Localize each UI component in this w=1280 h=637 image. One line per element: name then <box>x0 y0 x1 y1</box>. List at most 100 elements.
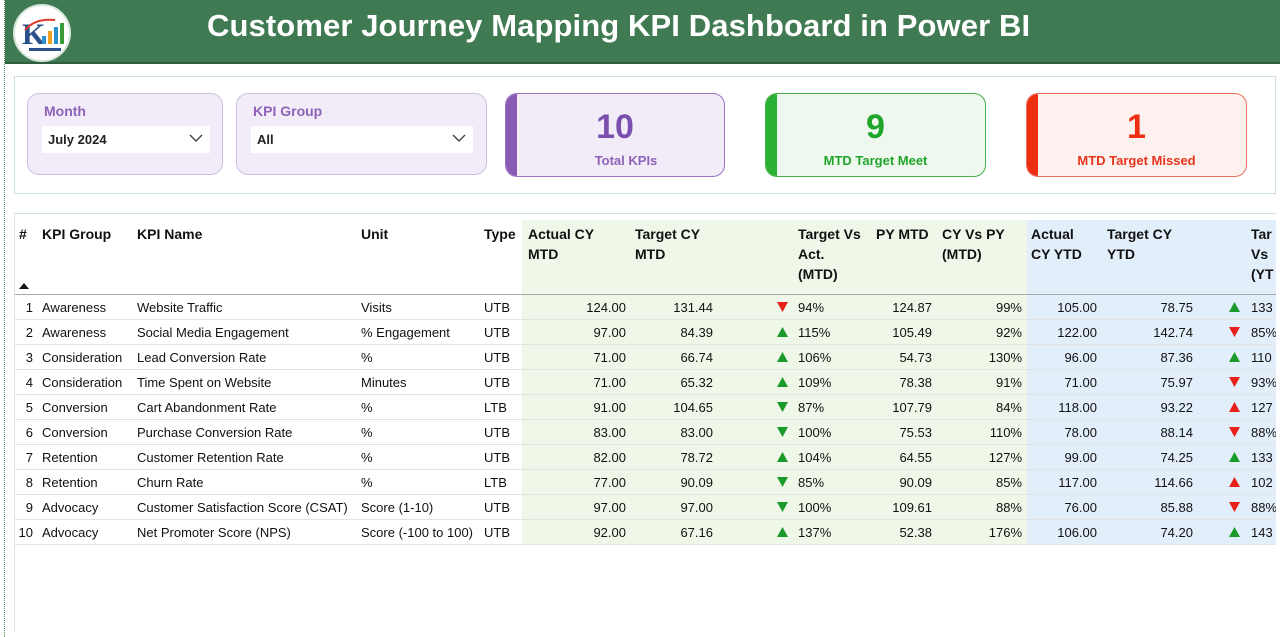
col-header-actual-cy-mtd[interactable]: Actual CY MTD <box>528 224 594 264</box>
col-header-type[interactable]: Type <box>484 226 516 242</box>
cell-kpi-name: Social Media Engagement <box>137 325 289 340</box>
cell-kpi-name: Lead Conversion Rate <box>137 350 267 365</box>
cell-target-vs-act-mtd: 137% <box>798 525 832 540</box>
cell-target-vs-act-mtd: 100% <box>798 500 832 515</box>
header-bar: K Customer Journey Mapping KPI Dashboard… <box>5 0 1280 64</box>
table-row[interactable]: 7 Retention Customer Retention Rate% UTB 82.… <box>15 445 1276 470</box>
month-slicer[interactable]: Month July 2024 <box>27 93 223 175</box>
header-line: Target CY <box>1107 226 1173 242</box>
header-line: CY YTD <box>1031 246 1082 262</box>
table-row[interactable]: 10 Advocacy Net Promoter Score (NPS) Score … <box>15 520 1276 545</box>
cell-actual-cy-mtd: 77.00 <box>593 475 626 490</box>
month-slicer-label: Month <box>44 103 86 119</box>
cell-type: UTB <box>484 500 510 515</box>
cell-cy-vs-py-mtd: 91% <box>995 375 1022 390</box>
month-dropdown[interactable]: July 2024 <box>42 126 210 153</box>
cell-unit: Visits <box>361 300 392 315</box>
cell-target-vs-act-mtd: 100% <box>798 425 832 440</box>
cell-type: UTB <box>484 375 510 390</box>
cell-kpi-name: Time Spent on Website <box>137 375 272 390</box>
cell-target-cy-ytd: 74.20 <box>1160 525 1193 540</box>
chevron-down-icon[interactable] <box>451 129 467 147</box>
cell-target-vs-act-mtd: 104% <box>798 450 832 465</box>
col-header-target-vs-act-ytd[interactable]: Tar Vs (YT <box>1251 224 1274 284</box>
total-kpis-card: 10 Total KPIs <box>505 93 725 177</box>
header-line: Target Vs <box>798 226 861 242</box>
cell-target-vs-act-mtd: 109% <box>798 375 832 390</box>
cell-kpi-name: Customer Satisfaction Score (CSAT) <box>137 500 348 515</box>
triangle-up-icon <box>777 452 788 462</box>
logo: K <box>13 4 71 62</box>
col-header-target-vs-act-mtd[interactable]: Target Vs Act. (MTD) <box>798 224 861 284</box>
col-header-target-cy-mtd[interactable]: Target CY MTD <box>635 224 700 264</box>
cell-type: LTB <box>484 400 507 415</box>
triangle-up-icon <box>777 377 788 387</box>
cell-actual-cy-ytd: 117.00 <box>1058 475 1097 490</box>
cell-target-cy-mtd: 83.00 <box>680 425 713 440</box>
col-header-cy-vs-py-mtd[interactable]: CY Vs PY (MTD) <box>942 224 1005 264</box>
table-row[interactable]: 9 Advocacy Customer Satisfaction Score (CS… <box>15 495 1276 520</box>
cell-actual-cy-mtd: 97.00 <box>593 500 626 515</box>
cell-unit: % <box>361 425 373 440</box>
cell-target-cy-mtd: 90.09 <box>680 475 713 490</box>
cell-target-vs-act-mtd: 85% <box>798 475 825 490</box>
kpi-table: # KPI Group KPI Name Unit Type Actual CY… <box>14 213 1276 633</box>
triangle-up-icon <box>1229 527 1240 537</box>
cell-type: UTB <box>484 450 510 465</box>
table-row[interactable]: 2 Awareness Social Media Engagement % Engag… <box>15 320 1276 345</box>
header-line: Vs <box>1251 246 1269 262</box>
card-accent <box>1027 94 1038 176</box>
sort-ascending-icon[interactable] <box>19 282 29 289</box>
cell-num: 7 <box>25 450 33 465</box>
cell-target-cy-mtd: 66.74 <box>680 350 713 365</box>
col-header-num[interactable]: # <box>19 226 27 242</box>
header-line: Actual <box>1031 226 1074 242</box>
col-header-kpi-group[interactable]: KPI Group <box>42 226 112 242</box>
cell-num: 5 <box>25 400 33 415</box>
mtd-target-meet-card: 9 MTD Target Meet <box>765 93 986 177</box>
cell-target-vs-act-ytd: 88% <box>1251 500 1276 515</box>
cell-target-vs-act-mtd: 106% <box>798 350 832 365</box>
mtd-target-missed-card: 1 MTD Target Missed <box>1026 93 1247 177</box>
col-header-py-mtd[interactable]: PY MTD <box>876 226 929 242</box>
page-frame <box>4 0 1280 637</box>
triangle-down-icon <box>1229 327 1240 337</box>
chevron-down-icon[interactable] <box>188 129 204 147</box>
cell-cy-vs-py-mtd: 130% <box>988 350 1022 365</box>
triangle-down-icon <box>1229 377 1240 387</box>
cell-py-mtd: 105.49 <box>892 325 932 340</box>
col-header-target-cy-ytd[interactable]: Target CY YTD <box>1107 224 1172 264</box>
cell-cy-vs-py-mtd: 85% <box>995 475 1022 490</box>
cell-type: UTB <box>484 325 510 340</box>
cell-py-mtd: 90.09 <box>899 475 932 490</box>
total-kpis-label: Total KPIs <box>594 153 658 168</box>
triangle-up-icon <box>1229 452 1240 462</box>
kpi-group-slicer[interactable]: KPI Group All <box>236 93 487 175</box>
cell-actual-cy-mtd: 97.00 <box>593 325 626 340</box>
cell-target-vs-act-ytd: 133 <box>1251 450 1273 465</box>
table-row[interactable]: 5 Conversion Cart Abandonment Rate% LTB 91.0… <box>15 395 1276 420</box>
cell-cy-vs-py-mtd: 84% <box>995 400 1022 415</box>
cell-target-cy-ytd: 85.88 <box>1160 500 1193 515</box>
cell-target-vs-act-ytd: 93% <box>1251 375 1276 390</box>
col-header-unit[interactable]: Unit <box>361 226 389 242</box>
cell-target-vs-act-ytd: 102 <box>1251 475 1273 490</box>
cell-target-cy-ytd: 78.75 <box>1160 300 1193 315</box>
triangle-up-icon <box>1229 302 1240 312</box>
triangle-down-icon <box>777 402 788 412</box>
cell-num: 1 <box>25 300 33 315</box>
table-row[interactable]: 1 Awareness Website Traffic Visits UTB 124.00… <box>15 295 1276 320</box>
table-row[interactable]: 3 Consideration Lead Conversion Rate% UTB 71… <box>15 345 1276 370</box>
cell-actual-cy-mtd: 71.00 <box>593 375 626 390</box>
table-row[interactable]: 8 Retention Churn Rate% LTB 77.00 90.09 85% 90.… <box>15 470 1276 495</box>
kpi-group-dropdown[interactable]: All <box>251 126 473 153</box>
header-line: Actual CY <box>528 226 595 242</box>
kpi-group-value: All <box>257 132 274 147</box>
col-header-actual-cy-ytd[interactable]: Actual CY YTD <box>1031 224 1082 264</box>
cell-target-cy-ytd: 93.22 <box>1160 400 1193 415</box>
header-line: Target CY <box>635 226 701 242</box>
cell-cy-vs-py-mtd: 99% <box>995 300 1022 315</box>
table-row[interactable]: 6 Conversion Purchase Conversion Rate% UTB 8… <box>15 420 1276 445</box>
col-header-kpi-name[interactable]: KPI Name <box>137 226 203 242</box>
table-row[interactable]: 4 Consideration Time Spent on Website Minut… <box>15 370 1276 395</box>
